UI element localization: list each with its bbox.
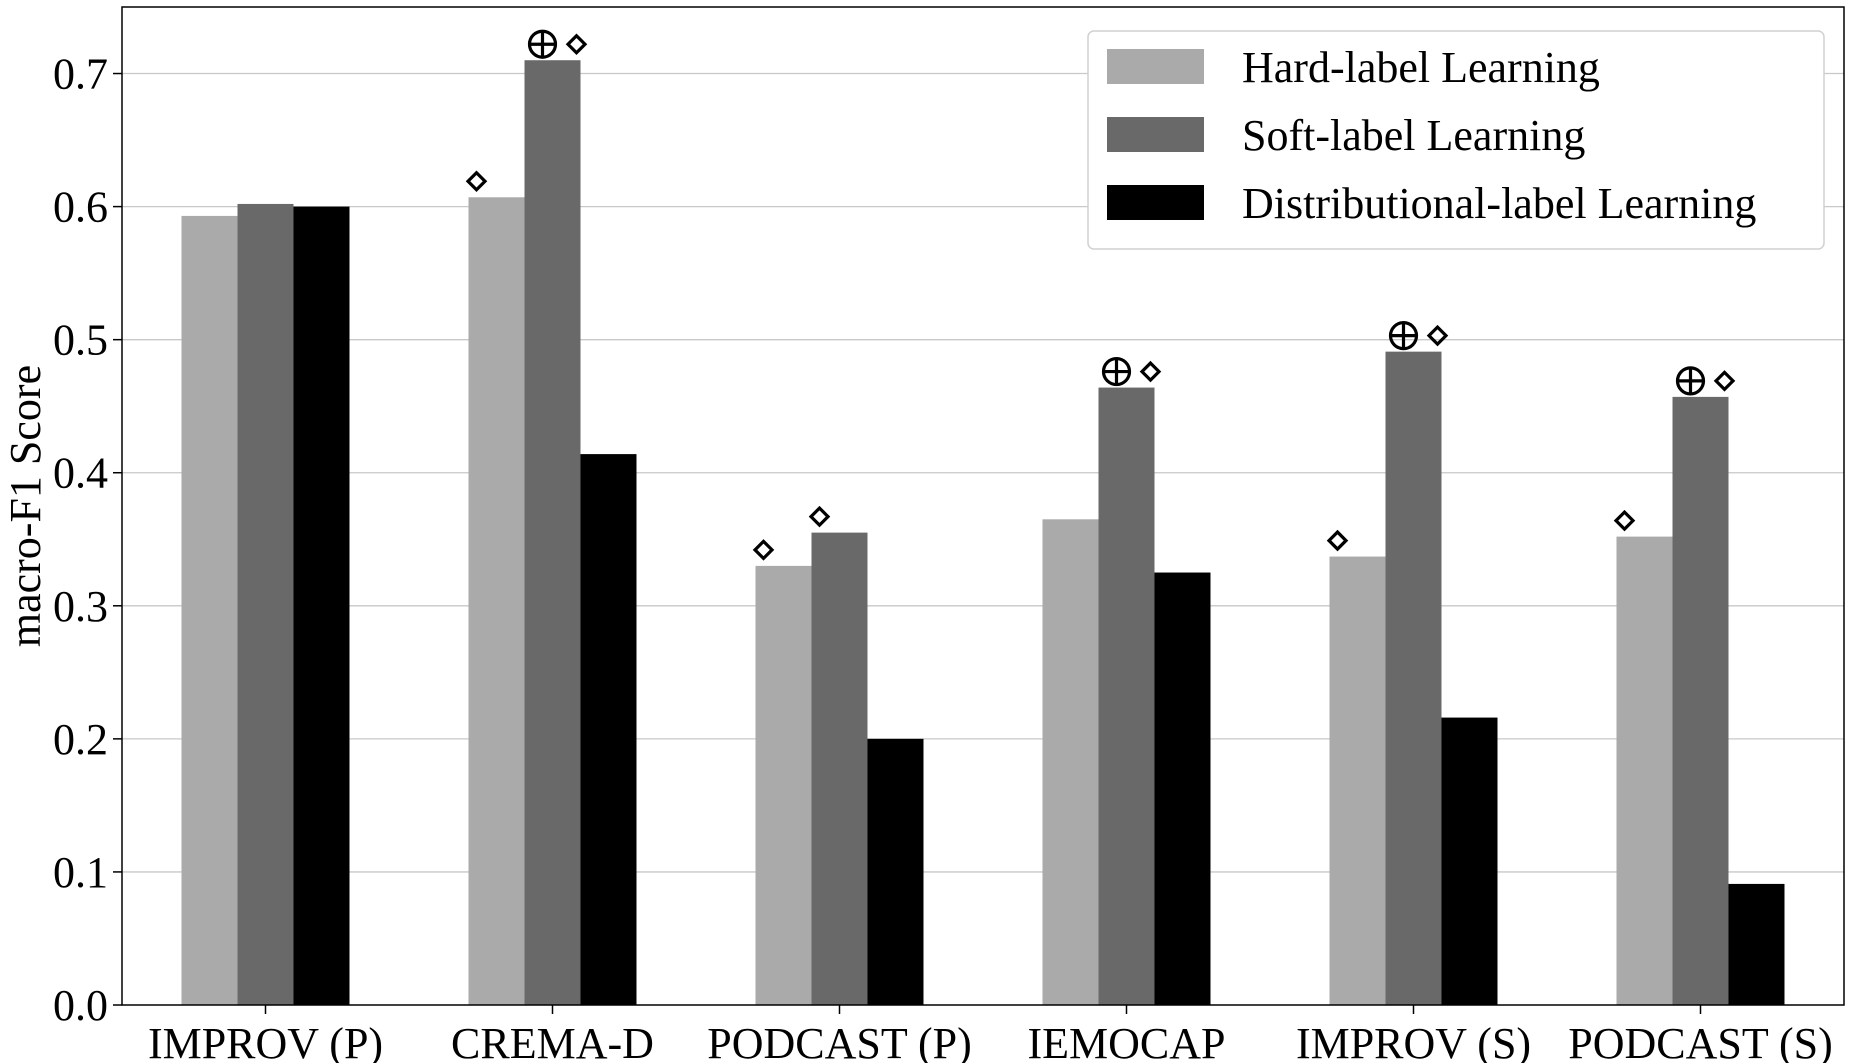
y-tick-label: 0.0: [53, 981, 108, 1030]
bar: [1441, 717, 1498, 1005]
x-tick-label: PODCAST (S): [1568, 1019, 1832, 1063]
bar: [1728, 883, 1785, 1005]
diamond-marker: [808, 505, 831, 528]
bar: [293, 206, 350, 1006]
bar: [755, 565, 812, 1005]
legend-label: Distributional-label Learning: [1242, 179, 1756, 228]
y-tick-label: 0.5: [53, 316, 108, 365]
diamond-marker: [1613, 509, 1636, 532]
y-tick-label: 0.7: [53, 50, 108, 99]
legend: Hard-label Learning Soft-label Learning Di…: [1087, 30, 1825, 250]
bar: [867, 738, 924, 1005]
y-tick-label: 0.1: [53, 848, 108, 897]
y-tick-label: 0.6: [53, 183, 108, 232]
bar: [1042, 519, 1099, 1005]
diamond-marker: [465, 170, 488, 193]
diamond-marker: [1139, 360, 1162, 383]
bar: [237, 203, 294, 1005]
legend-label: Hard-label Learning: [1242, 43, 1600, 92]
diamond-marker: [565, 33, 588, 55]
bar: [468, 197, 525, 1005]
x-axis: IMPROV (P) CREMA-D PODCAST (P) IEMOCAP IMPRO…: [148, 1005, 1833, 1063]
x-tick-label: CREMA-D: [451, 1019, 654, 1063]
x-tick-label: IMPROV (P): [148, 1019, 383, 1063]
bar: [1672, 396, 1729, 1005]
plot-frame: [121, 6, 1845, 1006]
bar: [1329, 556, 1386, 1005]
diamond-marker: [752, 539, 775, 561]
significance-markers: [465, 29, 1736, 561]
bars: [181, 60, 1785, 1006]
bar: [1098, 387, 1155, 1005]
bar: [1616, 536, 1673, 1005]
y-axis: 0.0 0.1 0.2 0.3 0.4 0.5 0.6 0.7: [53, 50, 122, 1030]
diamond-marker: [1326, 529, 1349, 552]
legend-swatch: [1107, 49, 1204, 84]
legend-box: [1087, 30, 1825, 250]
x-tick-label: PODCAST (P): [707, 1019, 971, 1063]
x-tick-label: IMPROV (S): [1296, 1019, 1531, 1063]
diamond-marker: [1713, 370, 1736, 392]
bar: [524, 60, 581, 1005]
bar: [181, 215, 238, 1005]
legend-swatch: [1107, 117, 1204, 152]
x-tick-label: IEMOCAP: [1027, 1019, 1225, 1063]
y-tick-label: 0.3: [53, 582, 108, 631]
diamond-marker: [1426, 324, 1449, 347]
bar: [811, 532, 868, 1005]
bar: [580, 454, 637, 1005]
y-tick-label: 0.2: [53, 715, 108, 764]
bar: [1154, 572, 1211, 1005]
legend-label: Soft-label Learning: [1242, 111, 1585, 160]
y-tick-label: 0.4: [53, 449, 108, 498]
bar: [1385, 351, 1442, 1005]
y-axis-label: macro-F1 Score: [1, 365, 50, 647]
legend-swatch: [1107, 185, 1204, 220]
